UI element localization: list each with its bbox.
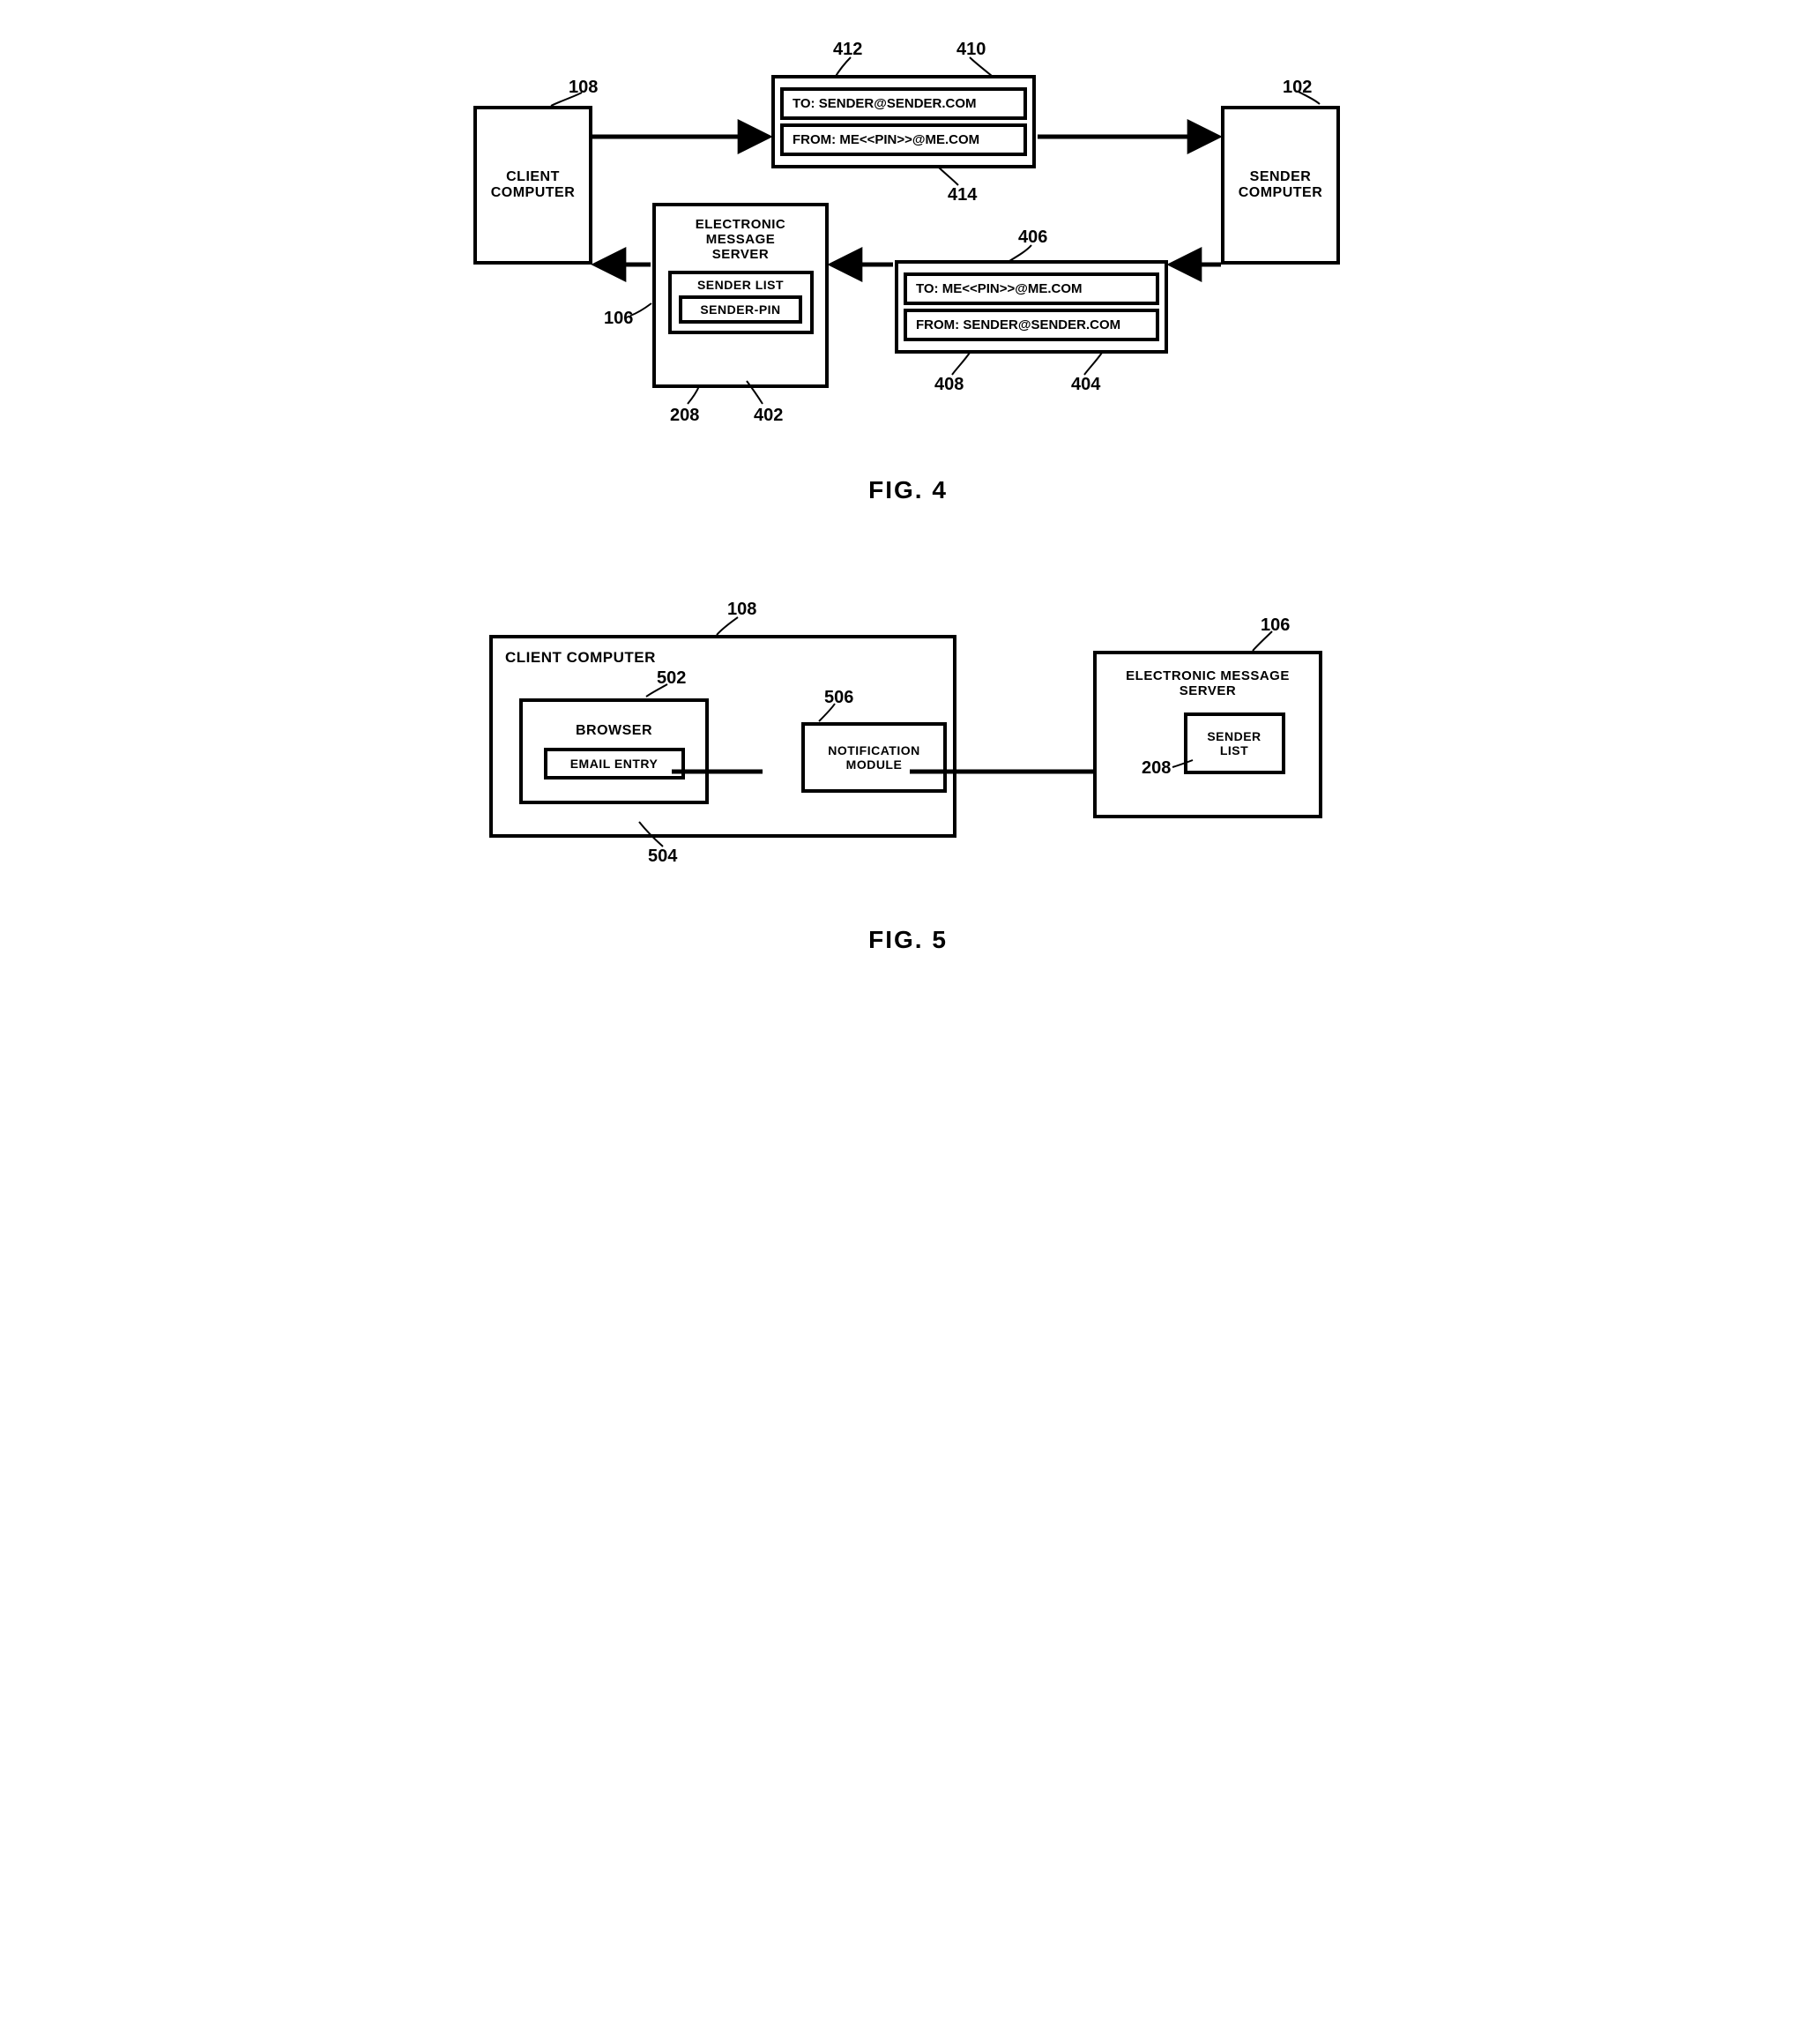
ref-410: 410: [956, 40, 986, 60]
ref5-208: 208: [1142, 758, 1171, 779]
fig5-client-box: CLIENT COMPUTER BROWSER EMAIL ENTRY NOTI…: [489, 635, 956, 838]
ref-106: 106: [604, 309, 633, 329]
fig5-browser-label: BROWSER: [576, 723, 652, 739]
ref-102: 102: [1283, 78, 1312, 98]
fig4-msg-top-from: FROM: ME<<PIN>>@ME.COM: [780, 123, 1027, 156]
ref-406: 406: [1018, 228, 1047, 248]
ref5-504: 504: [648, 847, 677, 867]
fig5-email-entry-box: EMAIL ENTRY: [544, 748, 685, 780]
fig4-sender-list-box: SENDER LIST SENDER-PIN: [668, 271, 814, 334]
ref-404: 404: [1071, 375, 1100, 395]
fig5-caption: FIG. 5: [454, 926, 1362, 954]
fig4-msg-top-to: TO: SENDER@SENDER.COM: [780, 87, 1027, 120]
fig4-server-box: ELECTRONIC MESSAGE SERVER SENDER LIST SE…: [652, 203, 829, 388]
ref5-502: 502: [657, 668, 686, 689]
ref-402: 402: [754, 406, 783, 426]
ref-208: 208: [670, 406, 699, 426]
fig5-browser-box: BROWSER EMAIL ENTRY: [519, 698, 709, 804]
ref-108: 108: [569, 78, 598, 98]
fig4-msg-bot-from: FROM: SENDER@SENDER.COM: [904, 309, 1159, 341]
fig5-server-label: ELECTRONIC MESSAGE SERVER: [1126, 668, 1290, 698]
fig4-caption: FIG. 4: [454, 476, 1362, 504]
ref-408: 408: [934, 375, 964, 395]
fig5-client-label: CLIENT COMPUTER: [505, 649, 656, 667]
ref-412: 412: [833, 40, 862, 60]
fig4-sender-list-label: SENDER LIST: [697, 278, 784, 292]
fig4-client-box: CLIENT COMPUTER: [473, 106, 592, 265]
fig5-sender-list-box: SENDER LIST: [1184, 712, 1285, 774]
ref5-108: 108: [727, 600, 756, 620]
fig4-msg-bot-to: TO: ME<<PIN>>@ME.COM: [904, 272, 1159, 305]
diagram-canvas: CLIENT COMPUTER SENDER COMPUTER TO: SEND…: [454, 35, 1362, 1057]
fig4-msg-top: TO: SENDER@SENDER.COM FROM: ME<<PIN>>@ME…: [771, 75, 1036, 168]
ref-414: 414: [948, 185, 977, 205]
fig4-sender-box: SENDER COMPUTER: [1221, 106, 1340, 265]
ref5-106: 106: [1261, 615, 1290, 636]
fig5-notif-box: NOTIFICATION MODULE: [801, 722, 947, 793]
ref5-506: 506: [824, 688, 853, 708]
fig5-server-box: ELECTRONIC MESSAGE SERVER SENDER LIST: [1093, 651, 1322, 818]
fig4-sender-pin-box: SENDER-PIN: [679, 295, 802, 324]
fig4-server-label: ELECTRONIC MESSAGE SERVER: [696, 217, 786, 262]
fig4-msg-bot: TO: ME<<PIN>>@ME.COM FROM: SENDER@SENDER…: [895, 260, 1168, 354]
